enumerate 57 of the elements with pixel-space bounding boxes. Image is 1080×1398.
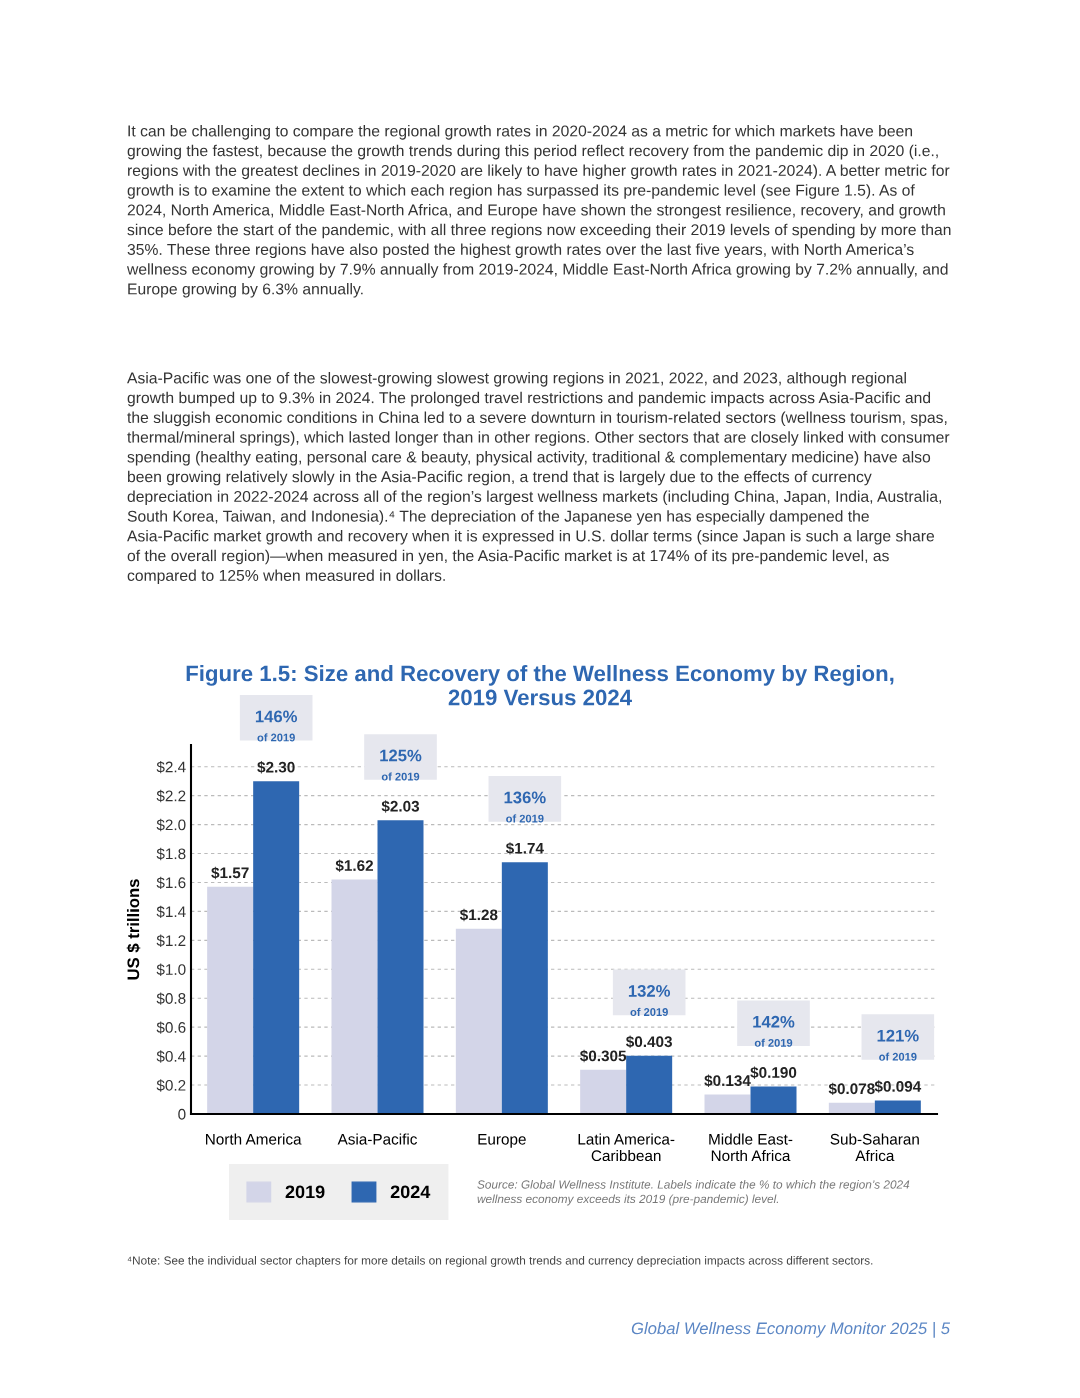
- bar: [377, 820, 424, 1114]
- legend-label: 2024: [390, 1185, 431, 1199]
- data-label: $1.74: [505, 842, 544, 855]
- bar: [626, 1055, 673, 1114]
- data-label: $0.134: [704, 1074, 751, 1088]
- data-label: $1.28: [459, 908, 498, 922]
- bar: [253, 781, 300, 1114]
- data-label: $0.078: [828, 1082, 875, 1096]
- text: Global Wellness Economy Monitor 2025 | 5: [631, 1322, 951, 1338]
- y-tick-label: $1.6: [156, 876, 186, 890]
- data-label: $0.305: [580, 1049, 627, 1063]
- x-tick-label: Sub-Saharan Africa: [830, 1133, 919, 1162]
- y-tick-label: $0.6: [156, 1021, 186, 1034]
- y-tick-label: $1.2: [156, 934, 186, 947]
- annotation: 146% of 2019: [255, 710, 298, 742]
- data-label: $0.094: [874, 1080, 922, 1093]
- x-tick-label: Asia-Pacific: [337, 1133, 417, 1145]
- bar: [874, 1100, 921, 1114]
- annotation: 121% of 2019: [877, 1029, 919, 1061]
- text: It can be challenging to compare the regional growth rates in 2020-2024 as a metric for which markets have been growing the fastest, because the growth trends during this period reflect recovery from the pandemic dip in 2020 (i.e., regions with the greatest declines in 2019-2020 are likely to have higher growth rates in 2021-2024). A better metric for growth is to examine the extent to which each region has surpassed its pre-pandemic level (see Figure 1.5). As of 2024, North America, Middle East-North Africa, and Europe have shown the strongest resilience, recovery, and growth since before the start of the pandemic, with all three regions now exceeding their 2019 levels of spending by more than 35%. These three regions have also posted the highest growth rates over the last five years, with North America’s wellness economy growing by 7.9% annually from 2019-2024, Middle East-North Africa growing by 7.2% annually, and Europe growing by 6.3% annually.: [126, 125, 951, 298]
- data-label: $1.62: [335, 859, 373, 872]
- annotation: 132% of 2019: [628, 985, 671, 1016]
- y-tick-label: $0.2: [156, 1079, 186, 1092]
- bar: [704, 1094, 751, 1114]
- data-label: $2.30: [257, 761, 295, 774]
- y-tick-label: $2.2: [156, 789, 186, 803]
- bar: [455, 928, 502, 1114]
- bar: [331, 879, 378, 1114]
- y-axis-title: US $ trillions: [126, 879, 141, 980]
- x-tick-label: North America: [206, 1133, 302, 1145]
- y-tick-label: $2.4: [156, 760, 186, 774]
- text: ⁴Note: See the individual sector chapters for more details on regional growth trends and currency depreciation impacts across different sectors.: [127, 1256, 873, 1268]
- bar: [207, 886, 254, 1114]
- x-tick-label: Middle East-North Africa: [709, 1133, 793, 1162]
- x-tick-label: Europe: [478, 1134, 526, 1148]
- annotation: 142% of 2019: [753, 1015, 795, 1047]
- chart-title: Figure 1.5: Size and Recovery of the Wellness Economy by Region, 2019 Versus 2024: [186, 665, 894, 706]
- y-tick-label: $2.0: [156, 818, 186, 832]
- data-label: $2.03: [381, 800, 420, 813]
- data-label: $0.190: [750, 1066, 797, 1079]
- y-tick-label: 0: [178, 1108, 186, 1120]
- annotation: 125% of 2019: [380, 749, 422, 781]
- bar: [750, 1086, 797, 1114]
- y-tick-label: $1.0: [156, 963, 186, 976]
- annotation: 136% of 2019: [504, 791, 546, 823]
- legend-label: 2019: [285, 1185, 325, 1199]
- data-label: $1.57: [211, 866, 249, 880]
- source-note: Source: Global Wellness Institute. Labels indicate the % to which the region’s 2024 wellness economy exceeds its 2019 (pre-pandemic) level.: [477, 1180, 910, 1206]
- y-tick-label: $1.4: [156, 905, 186, 919]
- data-label: $0.403: [626, 1035, 672, 1049]
- bar: [580, 1069, 627, 1114]
- bar: [501, 862, 548, 1114]
- x-tick-label: Latin America-Caribbean: [578, 1133, 675, 1162]
- y-tick-label: $0.4: [156, 1050, 186, 1063]
- y-tick-label: $1.8: [156, 847, 186, 861]
- y-tick-label: $0.8: [156, 992, 186, 1005]
- text: Asia-Pacific was one of the slowest-growing slowest growing regions in 2021, 2022, and 2023, although regional growth bumped up to 9.3% in 2024. The prolonged travel restrictions and pandemic impacts across Asia-Pacific and the sluggish economic conditions in China led to a severe downturn in tourism-related sectors (wellness tourism, spas, thermal/mineral springs), which lasted longer than in other regions. Other sectors that are closely linked with consumer spending (healthy eating, personal care & beauty, physical activity, traditional & complementary medicine) have also been growing relatively slowly in the Asia-Pacific region, a trend that is largely due to the effects of currency depreciation in 2022-2024 across all of the region’s largest wellness markets (including China, Japan, India, Australia, South Korea, Taiwan, and Indonesia).⁴ The depreciation of the Japanese yen has especially dampened the Asia-Pacific market growth and recovery when it is expressed in U.S. dollar terms (since Japan is such a large share of the overall region)—when measured in yen, the Asia-Pacific market is at 174% of its pre-pandemic level, as compared to 125% when measured in dollars.: [127, 372, 950, 585]
